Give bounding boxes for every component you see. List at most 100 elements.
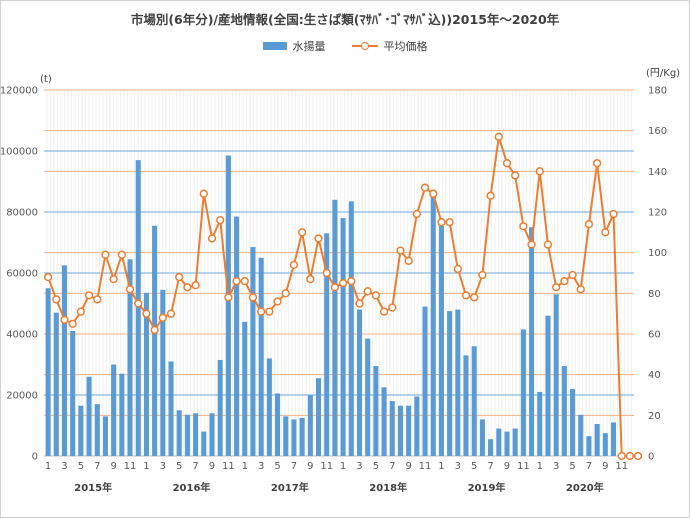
point-average-price	[306, 274, 315, 284]
bar-landing-volume	[504, 431, 510, 456]
x-month-label: 3	[258, 461, 264, 472]
bar-landing-volume	[561, 366, 567, 456]
bar-landing-volume	[578, 414, 584, 456]
bar-landing-volume	[242, 321, 248, 456]
bar-landing-volume	[61, 265, 68, 456]
x-month-label: 3	[160, 461, 166, 472]
point-average-price	[379, 307, 389, 316]
bar-landing-volume	[414, 396, 420, 456]
bar-landing-volume	[234, 216, 240, 456]
point-average-price	[568, 270, 577, 280]
bar-landing-volume	[127, 259, 133, 456]
y-right-tick-label: 0	[648, 452, 654, 463]
x-month-label: 9	[602, 461, 608, 472]
point-average-price	[486, 191, 495, 200]
point-average-price	[633, 451, 643, 461]
legend: 水揚量 平均価格	[0, 38, 690, 54]
point-average-price	[584, 220, 594, 229]
point-average-price	[560, 276, 569, 286]
x-year-label: 2015年	[74, 481, 112, 494]
legend-swatch-line	[351, 42, 378, 50]
point-average-price	[150, 325, 159, 335]
x-month-label: 5	[471, 461, 477, 472]
point-average-price	[68, 319, 77, 328]
bar-landing-volume	[291, 419, 297, 456]
x-month-label: 11	[517, 461, 530, 472]
y-left-tick-label: 40000	[6, 330, 38, 341]
x-month-label: 5	[373, 461, 379, 472]
point-average-price	[183, 283, 192, 292]
point-average-price	[420, 183, 430, 192]
y-right-unit: (円/Kg)	[646, 68, 680, 79]
point-average-price	[240, 276, 249, 286]
x-month-label: 1	[438, 461, 444, 472]
legend-label-landing-volume: 水揚量	[292, 40, 326, 53]
point-average-price	[494, 132, 503, 141]
x-month-label: 1	[143, 461, 149, 472]
point-average-price	[461, 291, 471, 300]
point-average-price	[265, 307, 274, 316]
bar-landing-volume	[209, 413, 215, 456]
bar-landing-volume	[356, 309, 363, 456]
point-average-price	[347, 276, 356, 286]
bar-landing-volume	[283, 416, 289, 456]
bar-landing-volume	[111, 364, 117, 456]
bar-landing-volume	[570, 388, 576, 456]
bar-landing-volume	[152, 225, 158, 456]
x-month-label: 3	[455, 461, 461, 472]
x-month-label: 5	[569, 461, 575, 472]
point-average-price	[388, 303, 397, 312]
y-right-tick-label: 180	[648, 86, 667, 97]
point-average-price	[404, 256, 413, 265]
bar-landing-volume	[86, 376, 92, 456]
bar-landing-volume	[307, 395, 313, 456]
x-month-label: 3	[356, 461, 362, 472]
point-average-price	[592, 159, 602, 168]
bar-landing-volume	[471, 346, 477, 456]
bar-landing-volume	[479, 419, 485, 456]
bar-landing-volume	[488, 439, 494, 456]
x-month-label: 5	[176, 461, 182, 472]
point-average-price	[552, 283, 561, 292]
bar-landing-volume	[250, 247, 256, 456]
bar-landing-volume	[299, 417, 305, 456]
point-average-price	[478, 270, 487, 280]
point-average-price	[338, 279, 348, 288]
bar-landing-volume	[529, 227, 535, 456]
point-average-price	[52, 295, 61, 304]
bar-landing-volume	[602, 433, 608, 456]
y-right-tick-label: 20	[648, 411, 661, 422]
x-year-label: 2020年	[566, 481, 604, 494]
x-month-label: 7	[94, 461, 100, 472]
bar-landing-volume	[78, 405, 84, 456]
point-average-price	[76, 307, 86, 316]
point-average-price	[355, 299, 364, 308]
bar-landing-volume	[176, 410, 182, 456]
x-month-label: 3	[61, 461, 67, 472]
point-average-price	[232, 276, 241, 286]
bar-landing-volume	[463, 355, 469, 456]
y-right-tick-label: 140	[648, 167, 667, 178]
point-average-price	[396, 246, 405, 255]
point-average-price	[142, 309, 151, 318]
x-month-label: 11	[222, 461, 235, 472]
bar-landing-volume	[160, 289, 166, 456]
point-average-price	[322, 268, 331, 278]
point-average-price	[511, 171, 520, 180]
y-right-tick-label: 120	[648, 208, 667, 219]
bar-landing-volume	[266, 358, 272, 456]
point-average-price	[445, 218, 454, 227]
point-average-price	[535, 167, 544, 176]
x-month-label: 11	[124, 461, 137, 472]
point-average-price	[527, 240, 536, 249]
point-average-price	[109, 274, 118, 284]
bar-landing-volume	[315, 378, 322, 456]
bar-landing-volume	[217, 359, 223, 456]
bar-landing-volume	[553, 294, 559, 456]
bar-landing-volume	[340, 218, 346, 456]
bar-landing-volume	[135, 160, 141, 456]
point-average-price	[191, 281, 200, 290]
point-average-price	[93, 295, 102, 304]
point-average-price	[519, 222, 528, 231]
